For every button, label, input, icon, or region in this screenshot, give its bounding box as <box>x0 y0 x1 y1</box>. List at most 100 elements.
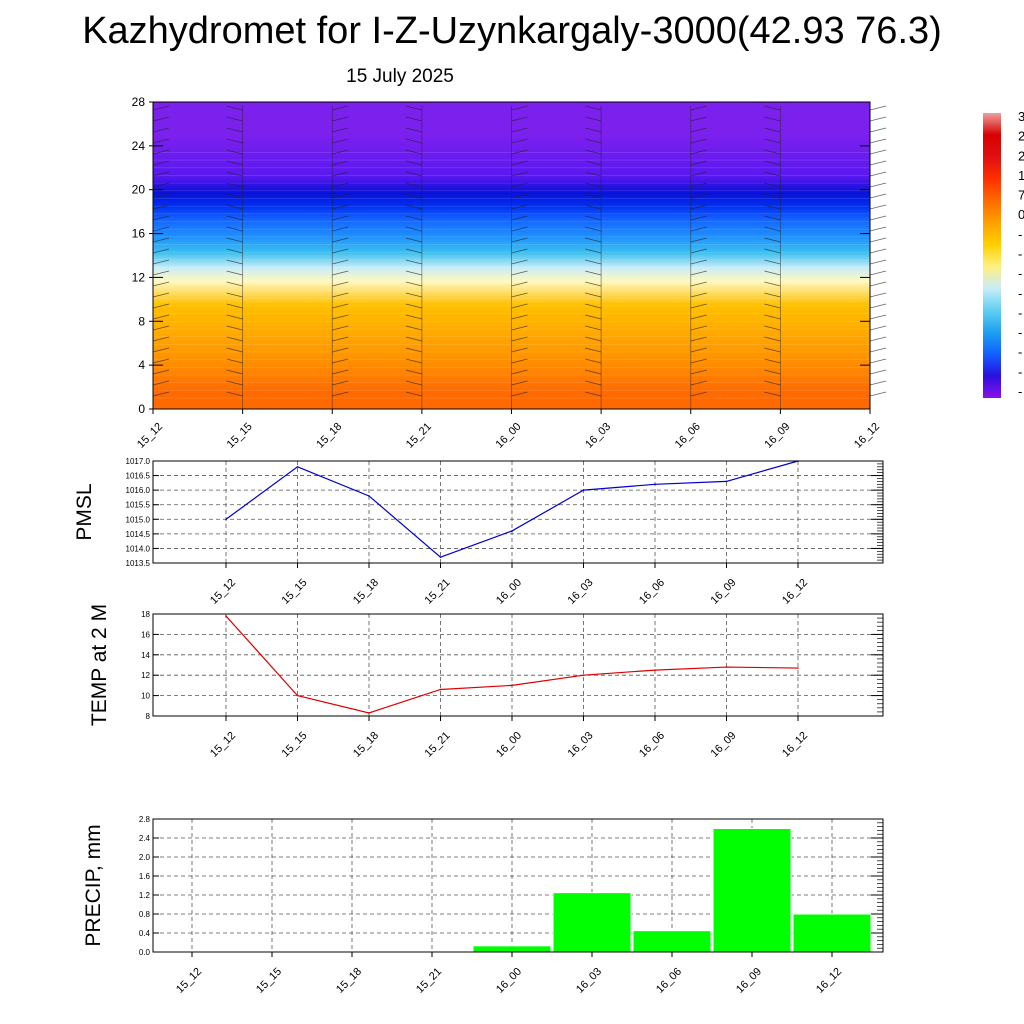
panel-frame <box>152 613 884 717</box>
wind-barb <box>332 292 349 298</box>
colorbar-label: - <box>1018 345 1022 360</box>
x-tick-label: 16_09 <box>762 421 792 451</box>
x-tick-label: 15_18 <box>334 966 364 996</box>
wind-barb <box>869 380 887 386</box>
wind-barb <box>511 182 528 188</box>
wind-barb <box>869 391 887 397</box>
wind-barb <box>332 215 349 221</box>
wind-barb <box>869 171 887 177</box>
wind-barb <box>690 391 707 397</box>
wind-barb <box>405 116 422 122</box>
wind-barb <box>332 369 349 375</box>
wind-barb <box>585 292 602 298</box>
wind-barb <box>690 215 707 221</box>
wind-barb <box>405 193 422 199</box>
wind-barb <box>869 127 887 133</box>
wind-barb <box>511 116 528 122</box>
wind-barb <box>511 292 528 298</box>
temp-ylabel: TEMP at 2 M <box>88 604 111 726</box>
wind-barb <box>405 292 422 298</box>
wind-barb <box>332 182 349 188</box>
y-tick-label: 8 <box>146 712 151 721</box>
wind-barb <box>511 369 528 375</box>
wind-barb <box>869 116 887 122</box>
wind-barb <box>226 369 243 375</box>
wind-barb <box>764 127 781 133</box>
precip-bar <box>792 913 872 953</box>
panel-frame <box>152 818 884 953</box>
wind-barb <box>511 380 528 386</box>
wind-barb <box>405 204 422 210</box>
pmsl-data-point <box>511 530 513 532</box>
colorbar-label: - <box>1018 247 1022 262</box>
wind-barb <box>332 237 349 243</box>
x-tick-label: 16_06 <box>637 730 667 760</box>
wind-barb <box>585 248 602 254</box>
wind-barb <box>511 303 528 309</box>
wind-barb <box>869 281 887 287</box>
wind-barb <box>511 336 528 342</box>
x-tick-label: 16_09 <box>734 966 764 996</box>
wind-barb <box>226 391 243 397</box>
x-tick-label: 15_21 <box>423 730 453 760</box>
wind-barb <box>332 105 349 111</box>
wind-barb <box>226 127 243 133</box>
wind-barb <box>511 149 528 155</box>
x-tick-label: 16_09 <box>709 730 739 760</box>
wind-barb <box>511 281 528 287</box>
x-tick-label: 16_06 <box>673 421 703 451</box>
wind-barb <box>152 314 170 320</box>
wind-barb <box>585 193 602 199</box>
wind-barb <box>585 149 602 155</box>
wind-barb <box>764 105 781 111</box>
wind-barb <box>690 116 707 122</box>
wind-barb <box>585 226 602 232</box>
pmsl-data-point <box>439 556 442 558</box>
wind-barb <box>152 182 170 188</box>
wind-barb <box>690 380 707 386</box>
wind-barb <box>226 314 243 320</box>
y-tick-label: 1.6 <box>139 872 151 881</box>
wind-barb <box>764 380 781 386</box>
x-tick-label: 15_21 <box>423 577 453 607</box>
wind-barb <box>869 215 887 221</box>
wind-barb <box>585 347 602 353</box>
x-tick-label: 16_12 <box>780 730 810 760</box>
wind-barb <box>152 149 170 155</box>
wind-barb <box>869 314 887 320</box>
pmsl-data-point <box>225 518 227 521</box>
wind-barb <box>226 193 243 199</box>
wind-barb <box>226 336 243 342</box>
temp-data-point <box>368 712 370 714</box>
wind-barb <box>511 215 528 221</box>
wind-barb <box>332 116 349 122</box>
wind-barb <box>226 105 243 111</box>
wind-barb <box>405 281 422 287</box>
chart-title: Kazhydromet for I-Z-Uzynkargaly-3000(42.… <box>82 10 942 52</box>
wind-barb <box>690 314 707 320</box>
colorbar-label: - <box>1018 286 1022 301</box>
wind-barb <box>690 105 707 111</box>
wind-barb <box>585 160 602 166</box>
wind-barb <box>332 270 349 276</box>
pmsl-data-point <box>725 480 728 483</box>
y-tick-label: 2.8 <box>139 815 151 824</box>
wind-barb <box>152 237 170 243</box>
wind-barb <box>585 182 602 188</box>
wind-barb <box>869 138 887 144</box>
wind-barb <box>152 248 170 254</box>
wind-barb <box>152 292 170 298</box>
wind-barb <box>764 292 781 298</box>
wind-barb <box>332 303 349 309</box>
colorbar-label: 3 <box>1018 109 1024 124</box>
temp-data-point <box>725 666 728 668</box>
temp-data-point <box>511 684 513 687</box>
wind-barb <box>405 336 422 342</box>
wind-barb <box>690 237 707 243</box>
wind-barb <box>226 303 243 309</box>
wind-barb <box>226 182 243 188</box>
wind-barb <box>226 325 243 331</box>
wind-barb <box>690 127 707 133</box>
x-tick-label: 16_03 <box>566 577 596 607</box>
wind-barb <box>332 325 349 331</box>
